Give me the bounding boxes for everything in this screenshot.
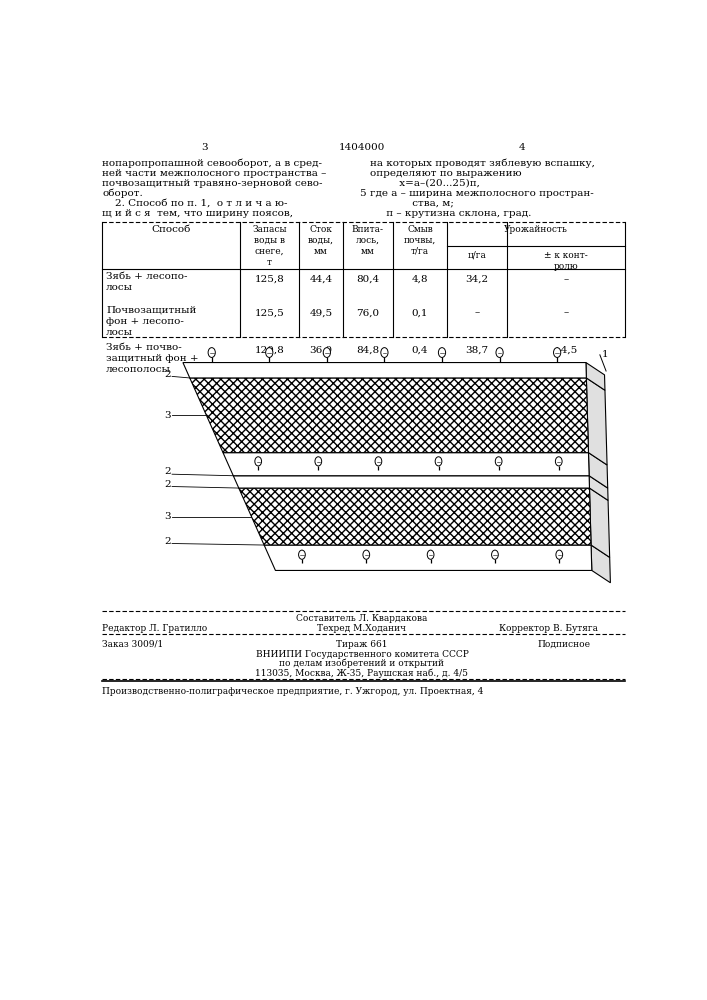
Ellipse shape (298, 550, 305, 559)
Ellipse shape (323, 348, 330, 357)
Text: Смыв
почвы,
т/га: Смыв почвы, т/га (404, 225, 436, 256)
Ellipse shape (255, 457, 262, 466)
Text: определяют по выражению: определяют по выражению (370, 169, 521, 178)
Text: Техред М.Ходанич: Техред М.Ходанич (317, 624, 406, 633)
Polygon shape (588, 453, 608, 488)
Ellipse shape (436, 457, 442, 466)
Ellipse shape (438, 348, 445, 357)
Text: 2: 2 (164, 370, 170, 379)
Text: Корректор В. Бутяга: Корректор В. Бутяга (499, 624, 598, 633)
Polygon shape (239, 488, 591, 545)
Text: ней части межполосного пространства –: ней части межполосного пространства – (103, 169, 327, 178)
Text: 38,7: 38,7 (465, 346, 489, 355)
Ellipse shape (315, 457, 322, 466)
Text: Заказ 3009/1: Заказ 3009/1 (103, 640, 163, 649)
Ellipse shape (556, 550, 563, 559)
Text: ВНИИПИ Государственного комитета СССР: ВНИИПИ Государственного комитета СССР (255, 650, 469, 659)
Text: 80,4: 80,4 (356, 275, 380, 284)
Text: 36,0: 36,0 (310, 346, 332, 355)
Text: где а – ширина межполосного простран-: где а – ширина межполосного простран- (370, 189, 593, 198)
Text: 44,4: 44,4 (310, 275, 332, 284)
Ellipse shape (375, 457, 382, 466)
Text: Зябь + почво-
защитный фон +
лесополосы: Зябь + почво- защитный фон + лесополосы (106, 343, 199, 374)
Text: 2: 2 (164, 480, 170, 489)
Text: –: – (563, 275, 568, 284)
Text: Почвозащитный
фон + лесопо-
лосы: Почвозащитный фон + лесопо- лосы (106, 306, 197, 337)
Text: 2: 2 (164, 467, 170, 476)
Text: Сток
воды,
мм: Сток воды, мм (308, 225, 334, 256)
Ellipse shape (381, 348, 388, 357)
Polygon shape (223, 453, 589, 476)
Text: Подписное: Подписное (538, 640, 591, 649)
Ellipse shape (491, 550, 498, 559)
Text: 2. Способ по п. 1,  о т л и ч а ю-: 2. Способ по п. 1, о т л и ч а ю- (103, 199, 288, 208)
Text: п – крутизна склона, град.: п – крутизна склона, град. (370, 209, 531, 218)
Text: 5: 5 (358, 189, 366, 198)
Text: 113035, Москва, Ж-35, Раушская наб., д. 4/5: 113035, Москва, Ж-35, Раушская наб., д. … (255, 668, 469, 678)
Text: 125,5: 125,5 (255, 309, 284, 318)
Text: 3: 3 (201, 143, 208, 152)
Text: 120,8: 120,8 (255, 346, 284, 355)
Text: оборот.: оборот. (103, 189, 143, 198)
Text: 0,4: 0,4 (411, 346, 428, 355)
Polygon shape (189, 378, 588, 453)
Text: 125,8: 125,8 (255, 275, 284, 284)
Polygon shape (586, 363, 605, 390)
Text: 4: 4 (519, 143, 526, 152)
Polygon shape (233, 476, 590, 488)
Text: Впита-
лось,
мм: Впита- лось, мм (352, 225, 384, 256)
Polygon shape (589, 476, 608, 500)
Text: ц/га: ц/га (467, 251, 486, 260)
Text: Редактор Л. Гратилло: Редактор Л. Гратилло (103, 624, 208, 633)
Text: 3: 3 (164, 411, 170, 420)
Text: 4,8: 4,8 (411, 275, 428, 284)
Text: нопаропропашной севооборот, а в сред-: нопаропропашной севооборот, а в сред- (103, 158, 322, 168)
Text: 2: 2 (164, 537, 170, 546)
Text: –: – (474, 309, 479, 318)
Text: 1404000: 1404000 (339, 143, 385, 152)
Text: 84,8: 84,8 (356, 346, 380, 355)
Ellipse shape (266, 348, 273, 357)
Ellipse shape (496, 348, 503, 357)
Text: Зябь + лесопо-
лосы: Зябь + лесопо- лосы (106, 272, 187, 292)
Polygon shape (591, 545, 610, 583)
Ellipse shape (427, 550, 434, 559)
Polygon shape (264, 545, 592, 570)
Text: Производственно-полиграфическое предприятие, г. Ужгород, ул. Проектная, 4: Производственно-полиграфическое предприя… (103, 687, 484, 696)
Polygon shape (183, 363, 586, 378)
Text: 1: 1 (602, 350, 608, 359)
Text: +4,5: +4,5 (553, 346, 578, 355)
Text: Тираж 661: Тираж 661 (337, 640, 387, 649)
Ellipse shape (363, 550, 370, 559)
Text: Запасы
воды в
снеге,
т: Запасы воды в снеге, т (252, 225, 286, 267)
Ellipse shape (496, 457, 502, 466)
Text: щ и й с я  тем, что ширину поясов,: щ и й с я тем, что ширину поясов, (103, 209, 293, 218)
Text: Способ: Способ (151, 225, 191, 234)
Text: 49,5: 49,5 (310, 309, 332, 318)
Polygon shape (590, 488, 609, 557)
Text: почвозащитный травяно-зерновой сево-: почвозащитный травяно-зерновой сево- (103, 179, 323, 188)
Text: 76,0: 76,0 (356, 309, 380, 318)
Text: ± к конт-
ролю: ± к конт- ролю (544, 251, 588, 271)
Ellipse shape (556, 457, 562, 466)
Ellipse shape (554, 348, 561, 357)
Text: –: – (563, 309, 568, 318)
Text: Урожайность: Урожайность (504, 225, 568, 234)
Text: на которых проводят зяблевую вспашку,: на которых проводят зяблевую вспашку, (370, 158, 595, 168)
Text: 34,2: 34,2 (465, 275, 489, 284)
Polygon shape (586, 378, 607, 465)
Text: ства, м;: ства, м; (370, 199, 454, 208)
Ellipse shape (208, 348, 216, 357)
Text: по делам изобретений и открытий: по делам изобретений и открытий (279, 659, 445, 668)
Text: 3: 3 (164, 512, 170, 521)
Text: x=a–(20...25)п,: x=a–(20...25)п, (370, 179, 479, 188)
Text: Составитель Л. Квардакова: Составитель Л. Квардакова (296, 614, 428, 623)
Text: 0,1: 0,1 (411, 309, 428, 318)
